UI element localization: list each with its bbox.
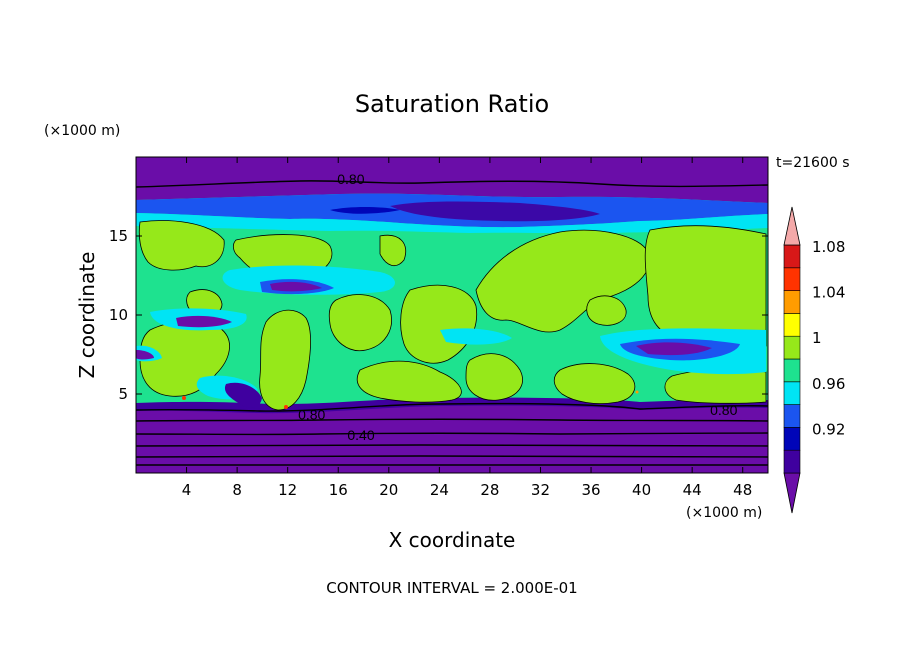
y-tick-label: 5 <box>118 385 128 403</box>
colorbar-label: 0.92 <box>812 420 845 438</box>
colorbar-swatch <box>783 404 801 428</box>
x-tick-label: 48 <box>733 481 752 499</box>
contour-label: 0.40 <box>347 427 374 443</box>
colorbar-lower-triangle <box>783 472 801 514</box>
x-tick-label: 32 <box>531 481 550 499</box>
x-axis-label: X coordinate <box>389 528 516 552</box>
colorbar-swatch <box>783 267 801 291</box>
y-tick-label: 10 <box>109 306 128 324</box>
colorbar-swatch <box>783 358 801 383</box>
colorbar: 0.92 0.96 1 1.04 1.08 <box>783 206 845 514</box>
x-tick-label: 16 <box>329 481 348 499</box>
region-tropopause-core <box>390 201 600 222</box>
supersaturated-spot <box>635 390 639 394</box>
colorbar-swatch <box>783 290 801 314</box>
x-tick-label: 44 <box>683 481 702 499</box>
region-tropopause-core-2 <box>330 207 400 214</box>
x-tick-label: 8 <box>232 481 242 499</box>
y-unit-label: (×1000 m) <box>44 123 120 139</box>
contour-lines <box>136 180 768 466</box>
colorbar-label: 1 <box>812 329 822 347</box>
time-label: t=21600 s <box>776 155 850 171</box>
colorbar-swatch <box>783 313 801 337</box>
colorbar-upper-triangle <box>783 206 801 246</box>
x-unit-label: (×1000 m) <box>686 505 762 521</box>
contour-label: 0.80 <box>337 171 364 187</box>
region-tropopause-cyan <box>136 213 768 234</box>
y-axis-label: Z coordinate <box>75 252 99 379</box>
colorbar-swatch <box>783 449 801 474</box>
y-tick-label: 15 <box>109 227 128 245</box>
supersaturated-spot <box>182 396 186 400</box>
contour-label: 0.80 <box>710 402 737 418</box>
x-tick-label: 4 <box>182 481 192 499</box>
colorbar-swatch <box>783 335 801 360</box>
x-tick-label: 12 <box>278 481 297 499</box>
saturated-patches <box>138 220 767 411</box>
contour-interval-note: CONTOUR INTERVAL = 2.000E-01 <box>326 579 577 597</box>
colorbar-label: 0.96 <box>812 375 845 393</box>
x-tick-label: 28 <box>480 481 499 499</box>
x-tick-label: 40 <box>632 481 651 499</box>
colorbar-label: 1.08 <box>812 238 845 256</box>
saturation-field: 0.80 0.80 0.40 0.80 <box>136 157 768 473</box>
region-upper-dry <box>136 157 768 203</box>
x-tick-label: 20 <box>379 481 398 499</box>
region-lower-dry <box>136 403 768 473</box>
chart-title: Saturation Ratio <box>355 90 549 118</box>
colorbar-swatch <box>783 427 801 451</box>
contour-label: 0.80 <box>298 407 325 423</box>
colorbar-swatch <box>783 244 801 269</box>
x-tick-label: 24 <box>430 481 449 499</box>
mid-level-dry-streaks <box>136 265 766 408</box>
x-tick-label: 36 <box>581 481 600 499</box>
colorbar-label: 1.04 <box>812 284 845 302</box>
colorbar-swatch <box>783 381 801 405</box>
supersaturated-spot <box>284 405 288 409</box>
